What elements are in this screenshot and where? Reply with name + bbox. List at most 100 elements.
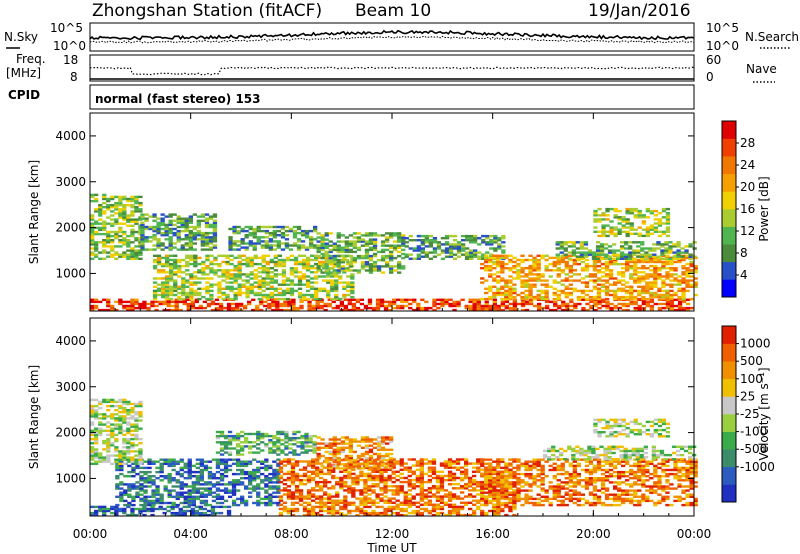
heatmap-cell (372, 252, 378, 256)
heatmap-cell (407, 511, 412, 515)
heatmap-cell (239, 304, 244, 308)
heatmap-cell (273, 260, 278, 264)
heatmap-cell (552, 264, 557, 268)
heatmap-cell (122, 253, 127, 256)
heatmap-cell (621, 262, 626, 266)
heatmap-cell (609, 230, 614, 233)
heatmap-cell (323, 478, 328, 482)
heatmap-cell (134, 257, 139, 260)
heatmap-cell (229, 281, 234, 284)
heatmap-cell (193, 293, 198, 297)
heatmap-cell (340, 234, 345, 237)
heatmap-cell (195, 479, 200, 482)
heatmap-cell (173, 267, 178, 270)
heatmap-cell (175, 485, 180, 488)
heatmap-cell (240, 470, 245, 474)
heatmap-cell (106, 241, 111, 244)
heatmap-cell (673, 283, 678, 286)
heatmap-cell (427, 470, 432, 473)
heatmap-cell (412, 257, 417, 260)
heatmap-cell (181, 281, 186, 284)
heatmap-cell (244, 432, 249, 436)
heatmap-cell (248, 481, 253, 484)
heatmap-cell (552, 291, 557, 295)
heatmap-cell (102, 228, 107, 232)
heatmap-cell (316, 236, 321, 239)
heatmap-cell (328, 271, 333, 274)
heatmap-cell (315, 470, 320, 473)
heatmap-cell (348, 269, 353, 272)
heatmap-cell (344, 250, 349, 254)
heatmap-cell (168, 238, 173, 241)
heatmap-cell (584, 262, 590, 266)
heatmap-cell (214, 302, 220, 306)
heatmap-cell (273, 262, 278, 266)
heatmap-cell (168, 248, 173, 251)
heatmap-cell (226, 298, 232, 301)
heatmap-cell (350, 281, 355, 284)
heatmap-cell (276, 470, 281, 474)
heatmap-cell (237, 264, 242, 268)
heatmap-cell (122, 411, 127, 414)
heatmap-cell (126, 452, 131, 455)
heatmap-cell (260, 479, 265, 482)
heatmap-cell (130, 425, 135, 428)
heatmap-cell (210, 302, 216, 306)
heatmap-cell (197, 269, 202, 272)
heatmap-cell (198, 306, 203, 310)
heatmap-cell (669, 267, 674, 270)
heatmap-cell (130, 197, 135, 201)
heatmap-cell (199, 501, 204, 505)
heatmap-cell (118, 507, 123, 511)
heatmap-cell (196, 229, 201, 233)
heatmap-cell (339, 485, 344, 488)
heatmap-cell (480, 304, 485, 308)
heatmap-cell (94, 243, 99, 246)
heatmap-cell (326, 281, 331, 284)
heatmap-cell (256, 477, 261, 480)
heatmap-cell (689, 283, 694, 286)
heatmap-cell (553, 308, 558, 312)
heatmap-cell (169, 264, 174, 268)
heatmap-cell (205, 289, 210, 293)
heatmap-cell (544, 283, 549, 286)
heatmap-cell (415, 464, 420, 467)
heatmap-cell (508, 258, 513, 262)
heatmap-cell (436, 247, 442, 250)
heatmap-cell (248, 477, 253, 480)
heatmap-cell (123, 491, 128, 494)
heatmap-cell (320, 248, 325, 252)
heatmap-cell (130, 458, 135, 461)
heatmap-cell (294, 497, 300, 500)
heatmap-cell (401, 248, 406, 252)
heatmap-cell (368, 240, 374, 243)
heatmap-cell (302, 483, 308, 486)
heatmap-cell (203, 466, 209, 470)
heatmap-cell (110, 400, 115, 404)
heatmap-cell (331, 499, 336, 502)
heatmap-cell (248, 472, 253, 476)
heatmap-cell (665, 289, 670, 293)
heatmap-cell (272, 445, 277, 448)
heatmap-cell (285, 287, 291, 290)
heatmap-cell (135, 491, 140, 494)
heatmap-cell (122, 232, 127, 236)
heatmap-cell (608, 262, 614, 266)
heatmap-cell (245, 273, 250, 276)
heatmap-cell (119, 472, 124, 476)
heatmap-cell (367, 298, 373, 301)
heatmap-cell (289, 279, 295, 282)
heatmap-cell (420, 241, 425, 244)
heatmap-cell (208, 248, 214, 251)
heatmap-cell (649, 228, 654, 231)
heatmap-cell (301, 273, 307, 276)
heatmap-cell (456, 247, 462, 250)
heatmap-cell (672, 243, 677, 246)
heatmap-cell (328, 244, 333, 247)
heatmap-cell (175, 479, 180, 482)
heatmap-cell (681, 300, 687, 304)
heatmap-cell (571, 243, 576, 246)
heatmap-cell (496, 279, 501, 282)
heatmap-cell (592, 285, 598, 288)
heatmap-cell (288, 443, 293, 446)
